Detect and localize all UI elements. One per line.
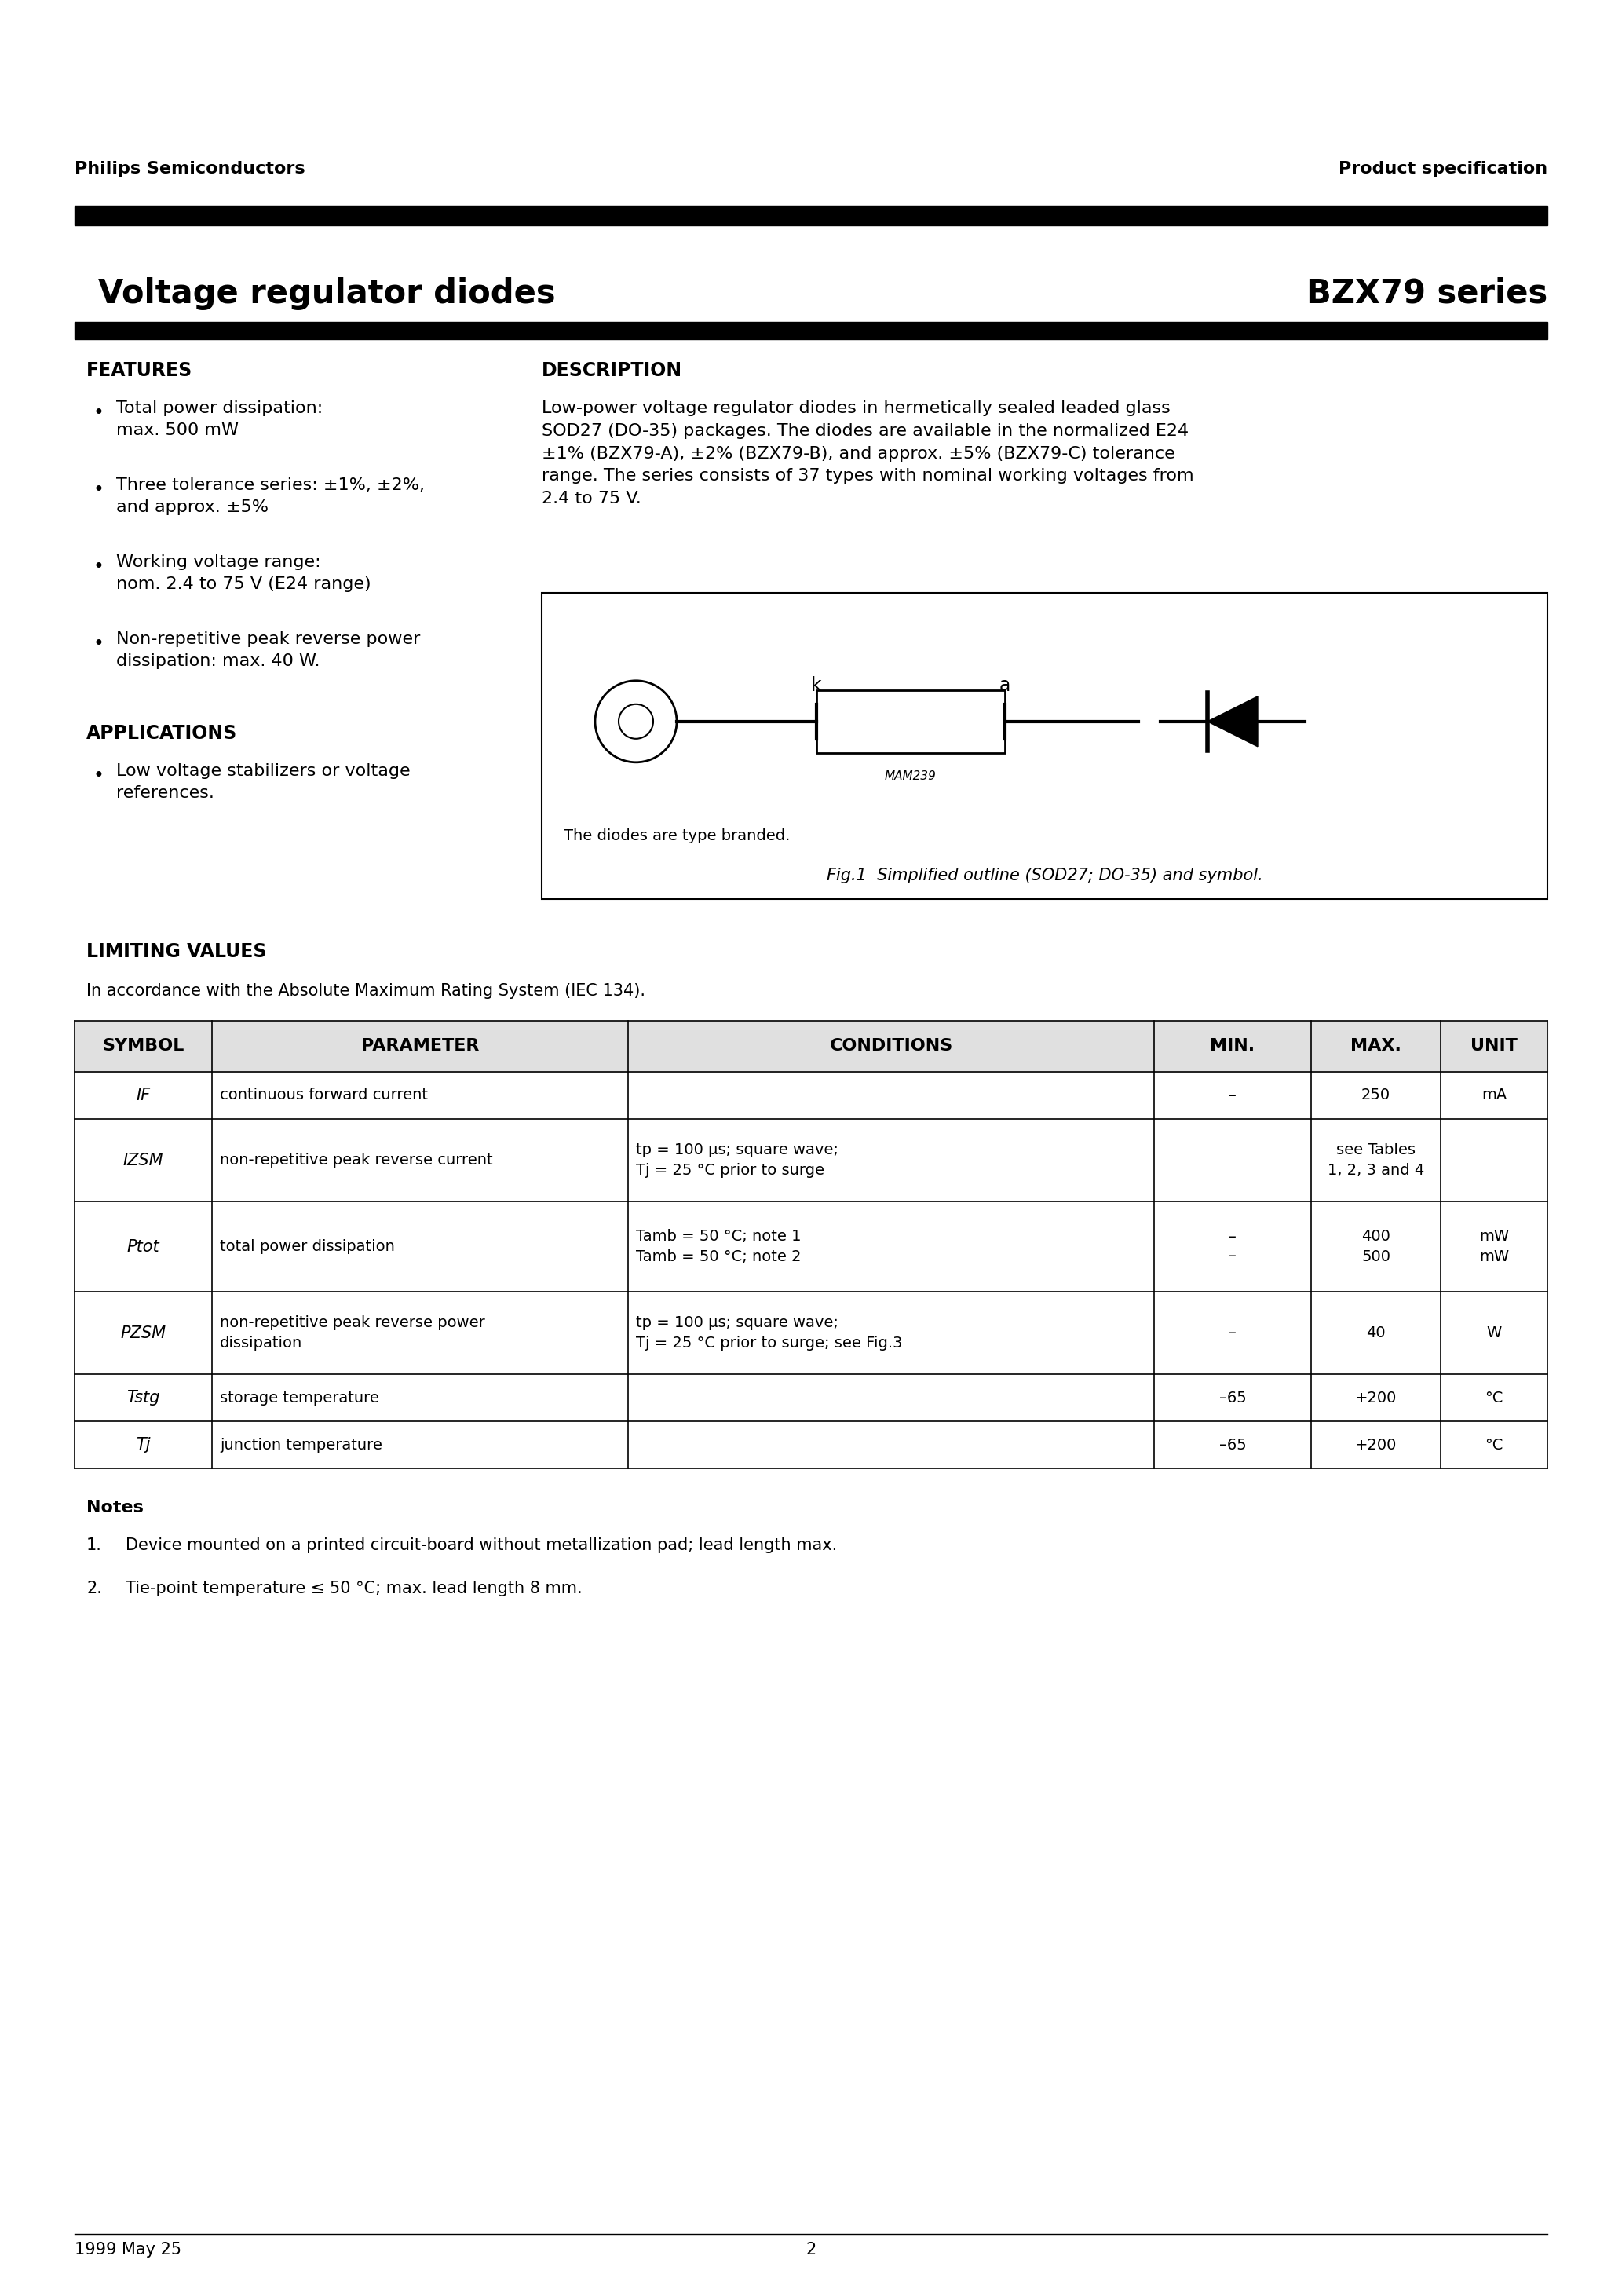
Text: IF: IF <box>136 1088 151 1104</box>
Text: FEATURES: FEATURES <box>86 360 193 381</box>
Text: MIN.: MIN. <box>1210 1038 1255 1054</box>
Text: Product specification: Product specification <box>1338 161 1547 177</box>
Text: storage temperature: storage temperature <box>221 1391 380 1405</box>
Text: 400
500: 400 500 <box>1361 1228 1390 1263</box>
Text: LIMITING VALUES: LIMITING VALUES <box>86 941 266 962</box>
Polygon shape <box>1207 696 1257 746</box>
Text: Fig.1  Simplified outline (SOD27; DO-35) and symbol.: Fig.1 Simplified outline (SOD27; DO-35) … <box>827 868 1262 884</box>
Text: +200: +200 <box>1354 1437 1397 1453</box>
Text: PARAMETER: PARAMETER <box>362 1038 478 1054</box>
Text: •: • <box>92 558 104 576</box>
Text: Working voltage range:
nom. 2.4 to 75 V (E24 range): Working voltage range: nom. 2.4 to 75 V … <box>117 553 371 592</box>
Text: In accordance with the Absolute Maximum Rating System (IEC 134).: In accordance with the Absolute Maximum … <box>86 983 646 999</box>
Text: SYMBOL: SYMBOL <box>102 1038 185 1054</box>
Text: –65: –65 <box>1220 1437 1246 1453</box>
Text: IZSM: IZSM <box>123 1153 164 1169</box>
Text: –65: –65 <box>1220 1391 1246 1405</box>
Text: 250: 250 <box>1361 1088 1390 1102</box>
Text: total power dissipation: total power dissipation <box>221 1240 394 1254</box>
Text: DESCRIPTION: DESCRIPTION <box>542 360 683 381</box>
Text: Tie-point temperature ≤ 50 °C; max. lead length 8 mm.: Tie-point temperature ≤ 50 °C; max. lead… <box>125 1580 582 1596</box>
Text: •: • <box>92 404 104 422</box>
Text: Three tolerance series: ±1%, ±2%,
and approx. ±5%: Three tolerance series: ±1%, ±2%, and ap… <box>117 478 425 514</box>
Text: Philips Semiconductors: Philips Semiconductors <box>75 161 305 177</box>
Text: 2: 2 <box>806 2241 816 2257</box>
Text: APPLICATIONS: APPLICATIONS <box>86 723 237 744</box>
Text: Device mounted on a printed circuit-board without metallization pad; lead length: Device mounted on a printed circuit-boar… <box>125 1538 837 1552</box>
Text: Tamb = 50 °C; note 1
Tamb = 50 °C; note 2: Tamb = 50 °C; note 1 Tamb = 50 °C; note … <box>636 1228 801 1263</box>
Text: 1.: 1. <box>86 1538 102 1552</box>
Text: 40: 40 <box>1366 1325 1385 1341</box>
Bar <box>542 592 1547 900</box>
Text: •: • <box>92 480 104 501</box>
Text: non-repetitive peak reverse current: non-repetitive peak reverse current <box>221 1153 493 1169</box>
Text: see Tables
1, 2, 3 and 4: see Tables 1, 2, 3 and 4 <box>1327 1143 1424 1178</box>
Text: non-repetitive peak reverse power
dissipation: non-repetitive peak reverse power dissip… <box>221 1316 485 1350</box>
Text: –: – <box>1229 1325 1236 1341</box>
Text: Tstg: Tstg <box>127 1389 161 1405</box>
Text: Ptot: Ptot <box>127 1240 159 1254</box>
Bar <box>75 1022 1547 1072</box>
Bar <box>816 691 1006 753</box>
Text: continuous forward current: continuous forward current <box>221 1088 428 1102</box>
Text: –
–: – – <box>1229 1228 1236 1263</box>
Text: UNIT: UNIT <box>1471 1038 1518 1054</box>
Text: tp = 100 μs; square wave;
Tj = 25 °C prior to surge: tp = 100 μs; square wave; Tj = 25 °C pri… <box>636 1143 839 1178</box>
Text: +200: +200 <box>1354 1391 1397 1405</box>
Text: mW
mW: mW mW <box>1479 1228 1508 1263</box>
Text: °C: °C <box>1484 1391 1504 1405</box>
Text: The diodes are type branded.: The diodes are type branded. <box>564 829 790 843</box>
Text: W: W <box>1486 1325 1502 1341</box>
Text: –: – <box>1229 1088 1236 1102</box>
Text: Low voltage stabilizers or voltage
references.: Low voltage stabilizers or voltage refer… <box>117 762 410 801</box>
Text: a: a <box>999 675 1011 696</box>
Text: junction temperature: junction temperature <box>221 1437 383 1453</box>
Text: Low-power voltage regulator diodes in hermetically sealed leaded glass
SOD27 (DO: Low-power voltage regulator diodes in he… <box>542 400 1194 507</box>
Text: BZX79 series: BZX79 series <box>1306 278 1547 310</box>
Text: mA: mA <box>1481 1088 1507 1102</box>
Bar <box>75 207 1547 225</box>
Text: °C: °C <box>1484 1437 1504 1453</box>
Text: tp = 100 μs; square wave;
Tj = 25 °C prior to surge; see Fig.3: tp = 100 μs; square wave; Tj = 25 °C pri… <box>636 1316 902 1350</box>
Text: Notes: Notes <box>86 1499 144 1515</box>
Text: •: • <box>92 767 104 785</box>
Text: 2.: 2. <box>86 1580 102 1596</box>
Text: PZSM: PZSM <box>120 1325 165 1341</box>
Text: Tj: Tj <box>136 1437 151 1453</box>
Text: 1999 May 25: 1999 May 25 <box>75 2241 182 2257</box>
Text: k: k <box>811 675 822 696</box>
Text: MAX.: MAX. <box>1351 1038 1401 1054</box>
Text: •: • <box>92 634 104 654</box>
Text: Total power dissipation:
max. 500 mW: Total power dissipation: max. 500 mW <box>117 400 323 439</box>
Bar <box>75 321 1547 340</box>
Text: Voltage regulator diodes: Voltage regulator diodes <box>99 278 556 310</box>
Text: CONDITIONS: CONDITIONS <box>829 1038 952 1054</box>
Text: MAM239: MAM239 <box>886 769 936 783</box>
Text: Non-repetitive peak reverse power
dissipation: max. 40 W.: Non-repetitive peak reverse power dissip… <box>117 631 420 668</box>
